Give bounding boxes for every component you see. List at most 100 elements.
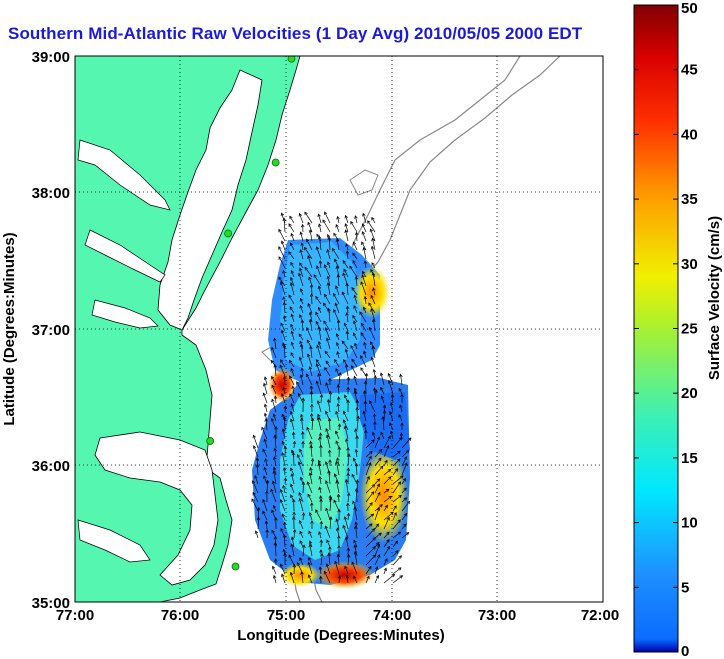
velocity-vector-head	[299, 448, 303, 453]
velocity-vector	[383, 574, 395, 584]
velocity-vector	[347, 453, 350, 467]
velocity-vector-head	[289, 282, 294, 286]
velocity-vector-head	[265, 490, 269, 494]
velocity-vector-head	[262, 392, 266, 397]
velocity-vector-head	[282, 467, 287, 471]
velocity-vector-head	[283, 521, 287, 525]
velocity-vector	[318, 460, 322, 467]
velocity-vector-head	[353, 387, 358, 392]
velocity-vector-head	[369, 450, 373, 455]
velocity-vector	[300, 477, 304, 485]
velocity-vector-head	[300, 413, 304, 418]
velocity-vector	[311, 418, 314, 431]
velocity-vector-head	[335, 285, 339, 289]
velocity-vector	[401, 487, 407, 494]
velocity-vector-head	[346, 399, 350, 403]
velocity-vector-head	[272, 470, 276, 474]
velocity-vector-head	[289, 306, 293, 310]
velocity-vector	[264, 404, 268, 413]
velocity-vector-head	[271, 384, 275, 389]
velocity-vector-head	[270, 359, 275, 364]
velocity-vector	[365, 554, 376, 566]
velocity-vector-head	[371, 272, 376, 276]
velocity-vector	[309, 512, 313, 521]
velocity-vector-head	[361, 274, 365, 279]
velocity-vector-head	[301, 440, 305, 445]
velocity-vector-head	[354, 342, 358, 347]
velocity-vector-head	[282, 217, 286, 222]
velocity-vector-head	[318, 566, 323, 570]
velocity-vector-head	[335, 440, 339, 445]
map-title: Southern Mid-Atlantic Raw Velocities (1 …	[8, 24, 583, 43]
velocity-vector	[392, 567, 402, 575]
velocity-vector-head	[317, 462, 321, 467]
velocity-vector	[373, 413, 376, 422]
velocity-vector-head	[315, 246, 319, 250]
velocity-vector	[271, 376, 277, 386]
velocity-vector	[374, 492, 381, 503]
velocity-vector-head	[282, 534, 287, 538]
velocity-vector-head	[328, 377, 332, 382]
velocity-vector	[290, 262, 295, 269]
velocity-vector	[374, 436, 380, 449]
velocity-vector	[326, 539, 331, 548]
velocity-vector-head	[336, 527, 340, 531]
velocity-vector-head	[399, 432, 404, 436]
velocity-vector-head	[326, 398, 331, 403]
velocity-vector-head	[279, 563, 283, 568]
velocity-vector-head	[337, 446, 342, 450]
velocity-vector	[342, 260, 349, 269]
velocity-vector-head	[280, 393, 285, 397]
x-axis-label: Longitude (Degrees:Minutes)	[237, 627, 445, 644]
velocity-vector-head	[283, 445, 288, 450]
velocity-vector-head	[344, 348, 349, 353]
velocity-vector	[323, 320, 331, 332]
velocity-vector	[306, 427, 313, 440]
velocity-vector	[362, 213, 367, 224]
velocity-vector-head	[386, 516, 390, 521]
velocity-vector-head	[405, 532, 410, 536]
velocity-vector	[365, 537, 376, 548]
velocity-vector-head	[325, 428, 329, 432]
velocity-vector-head	[379, 504, 383, 508]
velocity-vector-head	[336, 215, 340, 220]
velocity-vector-head	[318, 223, 322, 227]
velocity-vector-head	[290, 410, 294, 415]
velocity-vector	[256, 457, 259, 467]
velocity-vector-head	[362, 270, 366, 275]
velocity-vector-head	[300, 367, 304, 372]
velocity-vector	[251, 498, 259, 512]
velocity-vector-head	[296, 562, 300, 566]
velocity-vector	[300, 232, 304, 242]
velocity-vector-head	[387, 468, 392, 473]
velocity-vector	[374, 566, 378, 575]
velocity-vector-head	[282, 416, 287, 420]
velocity-vector	[315, 296, 322, 305]
velocity-vector-head	[363, 390, 367, 394]
velocity-vector	[265, 458, 268, 467]
velocity-vector	[254, 475, 259, 485]
velocity-vector-head	[304, 266, 308, 271]
velocity-vector-head	[363, 341, 367, 346]
velocity-vector	[336, 238, 340, 251]
velocity-vector-head	[354, 525, 358, 529]
velocity-vector-head	[347, 453, 351, 457]
velocity-vector	[290, 282, 295, 296]
velocity-vector	[335, 224, 340, 233]
velocity-vector-head	[317, 306, 322, 311]
velocity-vector-head	[299, 288, 304, 292]
velocity-vector-head	[374, 389, 378, 393]
velocity-vector-head	[386, 531, 390, 536]
velocity-vector-head	[360, 281, 364, 285]
velocity-vector-head	[342, 419, 347, 423]
velocity-vector	[359, 311, 367, 323]
velocity-vector-head	[398, 555, 402, 559]
velocity-vector-head	[333, 232, 337, 237]
velocity-vector	[325, 428, 331, 440]
velocity-vector	[337, 216, 340, 224]
velocity-vector-head	[299, 417, 304, 422]
velocity-vector	[372, 272, 376, 287]
velocity-vector-head	[319, 575, 323, 580]
velocity-vector-head	[299, 231, 303, 236]
velocity-vector-head	[362, 246, 366, 251]
